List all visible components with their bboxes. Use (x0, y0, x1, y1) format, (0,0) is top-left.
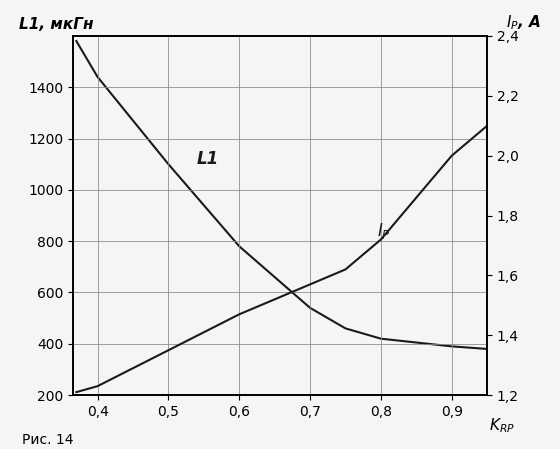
Text: Рис. 14: Рис. 14 (22, 433, 74, 447)
Text: $K_{RP}$: $K_{RP}$ (489, 417, 515, 436)
Text: $I_P$: $I_P$ (377, 221, 391, 242)
Text: L1: L1 (197, 150, 219, 168)
Text: L1, мкГн: L1, мкГн (19, 18, 94, 32)
Text: $I_P$, А: $I_P$, А (506, 13, 541, 32)
